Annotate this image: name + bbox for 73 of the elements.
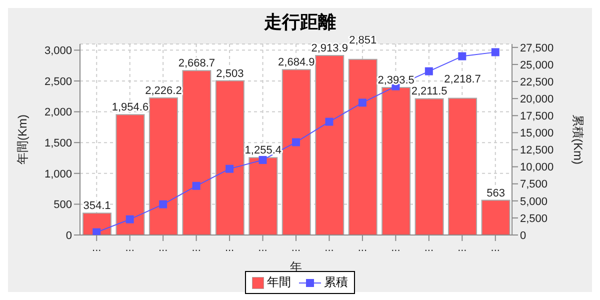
point	[92, 228, 101, 235]
bar	[448, 98, 478, 235]
data-label: 2,913.9	[311, 42, 348, 54]
bar	[348, 58, 378, 235]
data-label: 2,226.2	[145, 84, 182, 97]
y-tick-label: 2,000	[44, 106, 72, 119]
y2-tick-label: 17,500	[520, 110, 554, 123]
data-label: 2,668.7	[178, 58, 216, 70]
bar	[148, 97, 178, 235]
x-tick-label: ...	[291, 242, 301, 254]
bar	[315, 54, 344, 235]
x-tick-label: ...	[258, 242, 268, 254]
y-axis-title: 年間(Km)	[15, 114, 30, 164]
x-tick-label: ...	[125, 242, 134, 254]
legend-label: 年間	[266, 274, 291, 291]
chart-title: 走行距離	[263, 11, 337, 34]
bar	[282, 69, 311, 235]
point	[458, 52, 466, 60]
data-label: 2,851	[349, 34, 377, 46]
data-label: 2,211.5	[411, 86, 448, 98]
y-tick-label: 3,000	[44, 45, 72, 58]
y-tick-label: 1,500	[44, 137, 72, 150]
x-tick-label: ...	[324, 242, 334, 254]
data-label: 2,218.7	[444, 73, 481, 86]
y2-tick-label: 12,500	[520, 144, 554, 157]
y2-tick-label: 15,000	[520, 128, 554, 140]
y2-tick-label: 2,500	[520, 212, 548, 225]
point	[292, 138, 300, 146]
y-tick-label: 0	[66, 230, 72, 242]
x-tick-label: ...	[358, 242, 368, 254]
x-tick-label: ...	[158, 242, 168, 254]
y2-tick-label: 22,500	[520, 76, 554, 88]
y2-axis-title: 累積(Km)	[570, 114, 585, 164]
point	[358, 98, 366, 107]
bar	[215, 80, 244, 235]
point	[192, 182, 200, 190]
data-label: 2,503	[216, 68, 244, 80]
data-label: 2,684.9	[278, 56, 315, 69]
y-tick-label: 1,000	[44, 168, 72, 180]
point	[159, 200, 168, 208]
y2-tick-label: 7,500	[520, 178, 548, 191]
point	[424, 67, 433, 76]
bar	[481, 200, 510, 235]
y2-tick-label: 0	[520, 230, 526, 242]
x-tick-label: ...	[224, 242, 234, 254]
y2-tick-label: 10,000	[520, 162, 554, 174]
y2-tick-label: 25,000	[520, 59, 554, 72]
legend-label: 累積	[323, 274, 348, 291]
point	[126, 215, 134, 224]
y-tick-label: 2,500	[44, 76, 72, 88]
bar	[382, 87, 411, 235]
x-tick-label: ...	[92, 242, 102, 254]
x-tick-label: ...	[490, 242, 500, 254]
bar	[116, 114, 145, 235]
bar	[414, 98, 444, 235]
y2-tick-label: 20,000	[520, 93, 554, 106]
point	[258, 156, 267, 164]
data-label: 354.1	[83, 200, 111, 212]
data-label: 563	[486, 187, 505, 200]
y-tick-label: 500	[54, 199, 72, 212]
point	[325, 118, 334, 126]
bar	[182, 70, 212, 235]
data-label: 1,255.4	[244, 144, 282, 157]
x-tick-label: ...	[192, 242, 201, 254]
x-tick-label: ...	[391, 242, 400, 254]
point	[226, 164, 234, 173]
data-label: 1,954.6	[112, 102, 149, 114]
y2-tick-label: 27,500	[520, 42, 554, 54]
y2-tick-label: 5,000	[520, 196, 548, 208]
point	[491, 48, 500, 56]
x-tick-label: ...	[424, 242, 434, 254]
x-tick-label: ...	[458, 242, 467, 254]
bar	[248, 157, 278, 235]
